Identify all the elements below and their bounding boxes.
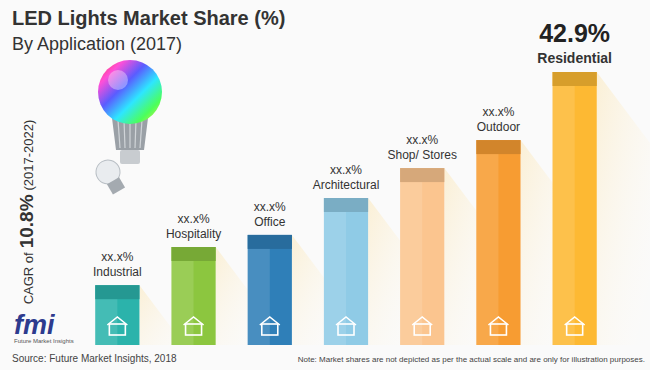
bar-icon [260,317,280,335]
category-label: Industrial [93,265,142,279]
category-label: Office [254,215,285,229]
labels: xx.x%Industrialxx.x%Hospitalityxx.x%Offi… [93,19,612,279]
note: Note: Market shares are not depicted as … [298,355,645,364]
bar-icon [336,317,356,335]
icon-roof [336,317,356,325]
bar-icon [107,317,127,335]
bulb-image [92,60,162,197]
icon-body [109,324,125,335]
bar-highlight [171,247,193,345]
annotation-part: CAGR of [21,252,36,304]
background [0,0,650,370]
source: Source: Future Market Insights, 2018 [12,353,177,364]
bar-highlight [553,72,575,345]
category-label: Shop/ Stores [388,148,457,162]
icon-body [414,324,430,335]
chart-svg: xx.x%Industrialxx.x%Hospitalityxx.x%Offi… [0,0,650,370]
icon-roof [184,317,204,325]
icon-body [567,324,583,335]
bar [553,72,597,345]
bar-highlight [324,198,346,345]
light-beams [139,72,650,365]
bulb-fin [129,120,130,148]
icon-body [490,324,506,335]
data-label: xx.x% [330,163,362,177]
bar-cap [400,168,444,182]
bar [95,285,139,345]
annotation: CAGR of 10.8% (2017-2022) [16,120,37,305]
logo-caption: Future Market Insights [14,338,74,344]
light-beam [597,72,650,345]
category-label: Residential [537,50,612,66]
bar-cap [171,247,215,261]
icon-roof [565,317,585,325]
bar [324,198,368,345]
bar-highlight [476,140,498,345]
bar-icon [184,317,204,335]
bar-cap [476,140,520,154]
bulb-shine [108,70,128,90]
annotation-part: (2017-2022) [21,120,36,191]
bar-cap [553,72,597,86]
bulb-glass [98,60,162,124]
category-label: Architectural [313,178,380,192]
data-label: xx.x% [178,212,210,226]
small-bulb-base [107,177,125,194]
bar [476,140,520,345]
bar-icon [488,317,508,335]
data-label: xx.x% [406,133,438,147]
bar-icon [565,317,585,335]
icon-roof [412,317,432,325]
bar-icon [412,317,432,335]
data-label: xx.x% [254,200,286,214]
icon-roof [260,317,280,325]
bar-cap [95,285,139,299]
bulb-fin [124,120,125,148]
data-label: xx.x% [482,105,514,119]
bar-cap [248,235,292,249]
data-label: 42.9% [539,19,610,47]
category-label: Hospitality [166,227,221,241]
bar-highlight [248,235,270,345]
data-label: xx.x% [101,250,133,264]
logo-text: fmi [14,310,55,340]
bar-highlight [400,168,422,345]
bulb-fin [140,120,142,148]
title: LED Lights Market Share (%) [12,7,285,29]
plot-area [95,72,597,345]
bar [400,168,444,345]
bar [248,235,292,345]
icon-body [186,324,202,335]
subtitle: By Application (2017) [12,34,182,54]
icon-body [338,324,354,335]
bulb-fin [118,120,120,148]
bulb-fin [135,120,136,148]
icon-roof [107,317,127,325]
small-bulb [92,156,130,197]
category-label: Outdoor [477,120,520,134]
icon-roof [488,317,508,325]
bar-cap [324,198,368,212]
icon-body [262,324,278,335]
bar [171,247,215,345]
bulb-base [120,150,140,164]
annotation-part: 10.8% [16,194,37,248]
